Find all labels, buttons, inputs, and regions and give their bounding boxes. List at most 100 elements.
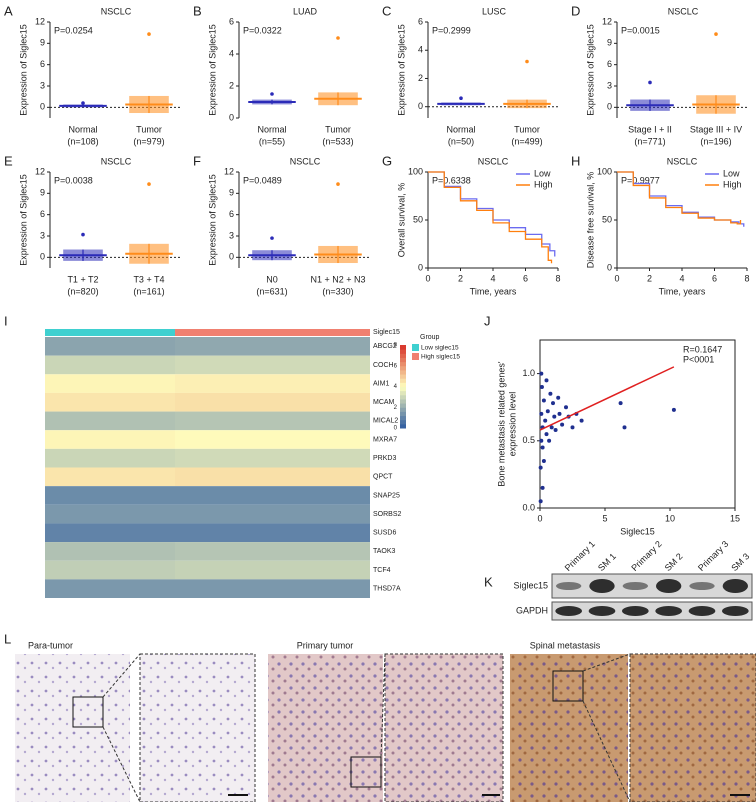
x-tick-sublabel: (n=161) (133, 286, 164, 296)
colorbar-tick-label: 0 (394, 426, 398, 432)
max-point (270, 92, 274, 96)
y-tick-label: 0.5 (522, 435, 535, 445)
point (551, 401, 555, 406)
survival-curve (617, 171, 742, 225)
x-tick-label: 0 (614, 273, 619, 283)
colorbar-segment (400, 382, 406, 387)
p-value: P=0.0489 (243, 175, 282, 185)
heatmap-cell (175, 448, 370, 468)
x-tick-sublabel: (n=771) (634, 136, 665, 146)
y-tick-label: 6 (229, 16, 234, 26)
panel-label: J (484, 313, 491, 328)
heatmap-cell (45, 374, 175, 393)
lane-label: SM 2 (663, 551, 685, 573)
chart-title: NSCLC (290, 156, 321, 166)
x-tick-sublabel: (n=55) (259, 136, 285, 146)
x-tick-label: 15 (730, 513, 740, 523)
y-tick-label: 4 (229, 48, 234, 58)
row-label: SNAP25 (373, 492, 400, 499)
row-label: GAPDH (516, 605, 548, 615)
panel-label: A (4, 3, 13, 18)
x-tick-sublabel: (n=499) (511, 136, 542, 146)
x-tick-label: 8 (744, 273, 749, 283)
y-tick-label: 9 (229, 188, 234, 198)
max-point (270, 236, 274, 240)
band (556, 582, 582, 590)
band (588, 606, 616, 616)
row-label: AIM1 (373, 380, 389, 387)
heatmap-cell (45, 560, 175, 580)
y-tick-label: 9 (40, 188, 45, 198)
x-tick-label: 10 (665, 513, 675, 523)
x-tick-label: Tumor (325, 124, 351, 134)
heatmap-cell (175, 337, 370, 356)
row-label: ABCG2 (373, 343, 397, 350)
y-tick-label: 3 (40, 230, 45, 240)
point (539, 385, 544, 390)
chart-title: NSCLC (101, 156, 132, 166)
legend-swatch (412, 353, 419, 360)
heatmap-cell (45, 392, 175, 412)
heatmap-cell (175, 411, 370, 431)
group-bar (175, 329, 370, 336)
point (538, 499, 543, 504)
heatmap-cell (175, 392, 370, 412)
heatmap-cell (45, 355, 175, 375)
y-tick-label: 100 (408, 166, 423, 176)
colorbar-segment (400, 349, 406, 354)
x-tick-label: T1 + T2 (67, 274, 98, 284)
max-point (336, 182, 340, 186)
p-value: P=0.9977 (621, 175, 660, 185)
y-tick-label: 0 (418, 101, 423, 111)
p-value: P=0.6338 (432, 175, 471, 185)
survival-curve (428, 171, 553, 264)
lane-label: Primary 3 (696, 539, 730, 573)
annotation: P<0001 (683, 354, 714, 364)
max-point (81, 101, 85, 105)
x-tick-sublabel: (n=330) (322, 286, 353, 296)
lane-label: SM 1 (596, 551, 618, 573)
heatmap-cell (175, 374, 370, 393)
colorbar-segment (400, 415, 406, 421)
band (555, 606, 583, 616)
point (545, 409, 550, 414)
y-tick-label: 0 (229, 112, 234, 122)
colorbar-segment (400, 407, 406, 412)
y-tick-label: 6 (40, 59, 45, 69)
point (543, 418, 548, 423)
heatmap-cell (45, 337, 175, 356)
heatmap-cell (45, 467, 175, 487)
y-tick-label: 12 (602, 16, 612, 26)
x-tick-label: Tumor (136, 124, 162, 134)
y-axis-label: Expression of Siglec15 (18, 174, 28, 266)
point (560, 422, 565, 427)
x-tick-sublabel: (n=820) (67, 286, 98, 296)
y-tick-label: 1.0 (522, 368, 535, 378)
histology (15, 653, 756, 802)
colorbar-segment (400, 357, 406, 363)
y-axis-label: Overall survival, % (396, 183, 406, 258)
colorbar-segment (400, 386, 406, 392)
colorbar-segment (400, 353, 406, 358)
y-axis-label: Expression of Siglec15 (585, 24, 595, 116)
band (689, 582, 715, 590)
y-axis-label: Disease free survival, % (585, 172, 595, 269)
y-axis-label: Bone metastasis related genes' (496, 361, 506, 487)
y-tick-label: 6 (229, 209, 234, 219)
band (722, 579, 748, 593)
y-tick-label: 3 (607, 80, 612, 90)
colorbar-segment (400, 423, 406, 429)
point (552, 414, 557, 419)
legend-label: Low siglec15 (421, 345, 459, 352)
x-tick-sublabel: (n=631) (256, 286, 287, 296)
y-tick-label: 6 (418, 16, 423, 26)
panel-label: F (193, 153, 201, 168)
x-tick-label: Normal (446, 124, 475, 134)
colorbar-segment (400, 390, 406, 396)
y-tick-label: 50 (413, 214, 423, 224)
max-point (714, 32, 718, 36)
colorbar-segment (400, 398, 406, 404)
legend-label: Low (534, 168, 551, 178)
heatmap-cell (45, 411, 175, 431)
row-label: THSD7A (373, 586, 401, 593)
